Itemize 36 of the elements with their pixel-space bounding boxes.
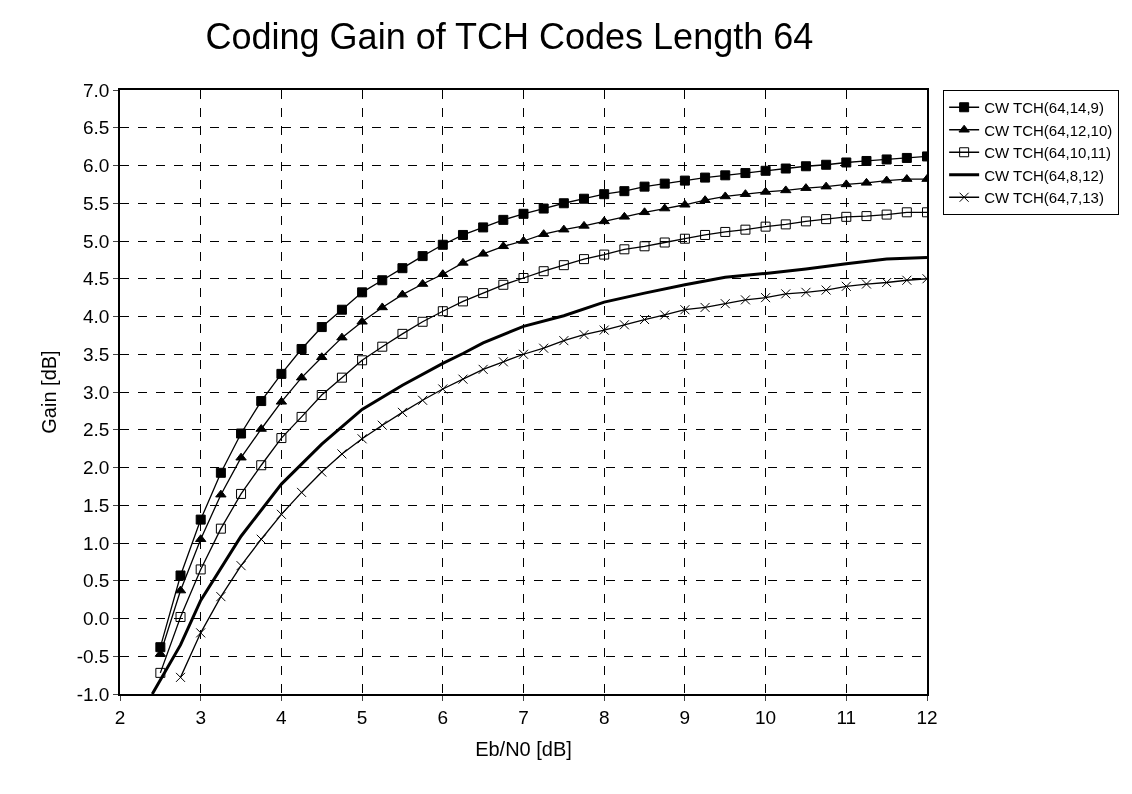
y-tick-label: 0.5 — [83, 570, 110, 592]
y-tick-label: 4.0 — [83, 306, 110, 328]
legend-label: CW TCH(64,14,9) — [984, 99, 1104, 117]
x-tick-label: 5 — [356, 706, 368, 728]
legend-label: CW TCH(64,8,12) — [984, 166, 1104, 184]
legend-label: CW TCH(64,7,13) — [984, 189, 1104, 207]
legend-label: CW TCH(64,12,10) — [984, 121, 1113, 139]
y-tick-label: 3.0 — [83, 381, 110, 403]
y-tick-label: 6.5 — [83, 117, 110, 139]
y-tick-label: 7.0 — [83, 79, 110, 101]
x-tick-label: 6 — [437, 706, 449, 728]
y-tick-label: 6.0 — [83, 155, 110, 177]
x-tick-label: 3 — [195, 706, 206, 728]
y-tick-label: 0.0 — [83, 608, 110, 630]
x-tick-label: 9 — [679, 706, 691, 728]
x-tick-label: 12 — [916, 706, 938, 728]
y-tick-label: 3.5 — [83, 343, 110, 365]
y-tick-label: 2.5 — [83, 419, 110, 441]
x-tick-label: 10 — [755, 706, 777, 728]
y-tick-label: -0.5 — [76, 645, 110, 667]
x-tick-label: 7 — [518, 706, 529, 728]
y-tick-label: 5.5 — [83, 192, 110, 214]
y-tick-label: 1.0 — [83, 532, 110, 554]
chart-title: Coding Gain of TCH Codes Length 64 — [205, 16, 814, 58]
legend-label: CW TCH(64,10,11) — [984, 144, 1112, 162]
x-tick-label: 8 — [598, 706, 610, 728]
x-tick-label: 4 — [276, 706, 288, 728]
y-tick-label: 4.5 — [83, 268, 110, 290]
x-tick-label: 2 — [114, 706, 126, 728]
x-axis-title: Eb/N0 [dB] — [475, 737, 572, 760]
y-axis-title: Gain [dB] — [37, 350, 60, 434]
x-tick-label: 11 — [836, 706, 857, 728]
y-tick-label: -1.0 — [76, 683, 110, 705]
y-tick-label: 2.0 — [83, 457, 110, 479]
y-tick-label: 5.0 — [83, 230, 110, 252]
y-tick-label: 1.5 — [83, 494, 110, 516]
